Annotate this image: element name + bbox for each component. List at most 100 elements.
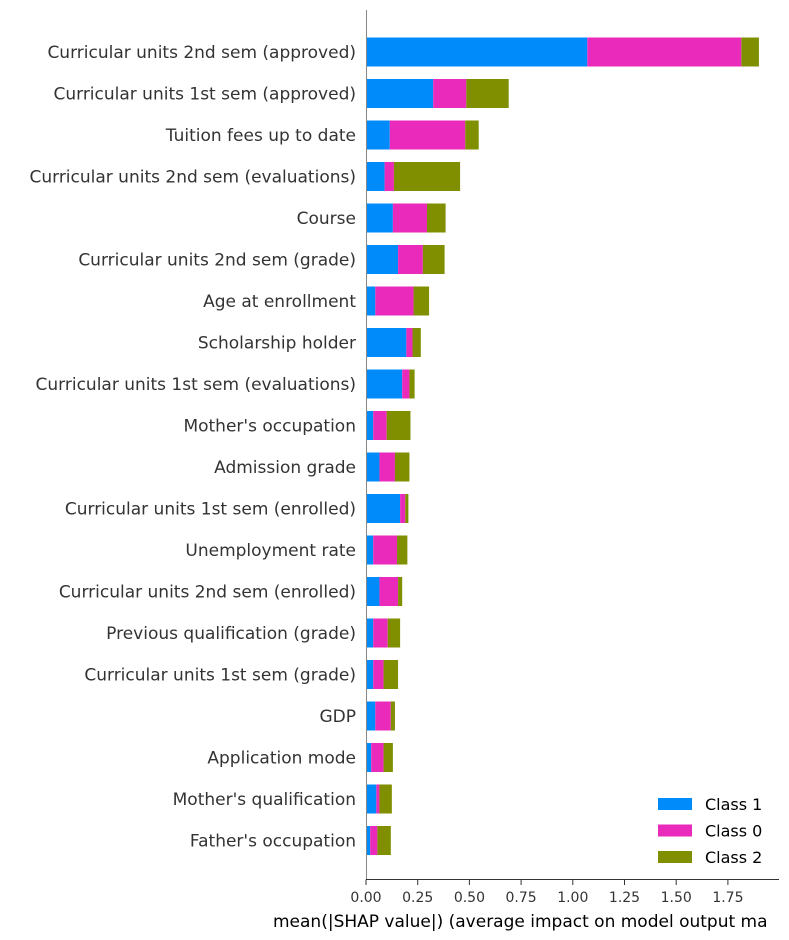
x-ticks-group: 0.00 0.25 0.50 0.75 1.00 1.25 1.50 1.75 <box>350 879 743 906</box>
feature-label: Curricular units 1st sem (approved) <box>53 85 356 105</box>
bar-segment <box>366 494 401 523</box>
bar-segment <box>398 245 423 274</box>
bar-segment <box>402 369 410 399</box>
bar-segment <box>366 411 374 440</box>
x-tick-label: 0.00 <box>350 890 381 906</box>
bar-segment <box>373 618 388 648</box>
bar-segment <box>406 328 413 357</box>
bar-segment <box>379 452 395 482</box>
bar-segment <box>366 784 377 814</box>
bar-segment <box>398 577 403 606</box>
legend-label: Class 1 <box>705 795 762 814</box>
x-tick-label: 1.75 <box>712 890 743 906</box>
bar-segment <box>377 826 391 855</box>
feature-label: Previous qualification (grade) <box>106 624 356 644</box>
bar-segment <box>379 577 399 606</box>
bar-segment <box>366 660 374 689</box>
bar-segment <box>433 79 467 108</box>
x-tick-label: 0.25 <box>402 890 433 906</box>
bar-segment <box>375 286 414 316</box>
legend-swatch <box>658 851 692 863</box>
feature-label: Mother's occupation <box>183 417 356 437</box>
bar-segment <box>383 660 399 689</box>
feature-label: Application mode <box>207 749 356 769</box>
feature-label: Father's occupation <box>190 832 356 852</box>
bar-segment <box>409 369 415 399</box>
bar-segment <box>366 701 376 731</box>
feature-label: Curricular units 2nd sem (enrolled) <box>59 583 356 603</box>
x-tick-label: 1.50 <box>661 890 692 906</box>
bar-segment <box>370 826 378 855</box>
feature-label: Mother's qualification <box>173 790 356 810</box>
bar-segment <box>373 411 387 440</box>
bar-segment <box>366 452 380 482</box>
bar-segment <box>366 743 372 772</box>
feature-labels-group: Curricular units 2nd sem (approved) Curri… <box>29 43 356 852</box>
bar-segment <box>427 203 446 233</box>
bar-segment <box>400 494 406 523</box>
feature-label: Curricular units 2nd sem (evaluations) <box>29 168 356 188</box>
bar-segment <box>366 369 403 399</box>
x-tick-label: 0.50 <box>454 890 485 906</box>
legend-label: Class 0 <box>705 822 762 841</box>
bar-segment <box>366 577 380 606</box>
bar-segment <box>465 120 479 150</box>
feature-label: Curricular units 2nd sem (grade) <box>78 251 356 271</box>
bar-segment <box>375 701 391 731</box>
x-axis-title: mean(|SHAP value|) (average impact on mo… <box>273 912 768 932</box>
bar-segment <box>371 743 384 772</box>
feature-label: Course <box>297 209 356 229</box>
x-tick-label: 1.00 <box>557 890 588 906</box>
bars-group <box>366 37 759 855</box>
bar-segment <box>379 784 392 814</box>
bar-segment <box>366 245 399 274</box>
bar-segment <box>405 494 409 523</box>
bar-segment <box>384 162 394 191</box>
bar-segment <box>390 701 395 731</box>
legend-swatch <box>658 798 692 810</box>
bar-segment <box>389 120 466 150</box>
bar-segment <box>412 328 421 357</box>
bar-segment <box>366 162 385 191</box>
bar-segment <box>587 37 742 67</box>
legend-label: Class 2 <box>705 848 762 867</box>
bar-segment <box>366 203 393 233</box>
bar-segment <box>413 286 430 316</box>
feature-label: Unemployment rate <box>185 541 356 561</box>
bar-segment <box>366 120 390 150</box>
feature-label: Age at enrollment <box>203 292 356 312</box>
legend: Class 1 Class 0 Class 2 <box>658 795 762 867</box>
bar-segment <box>387 618 401 648</box>
bar-segment <box>366 79 434 108</box>
feature-label: Admission grade <box>214 458 356 478</box>
feature-label: GDP <box>319 707 356 727</box>
feature-label: Scholarship holder <box>198 334 356 354</box>
bar-segment <box>397 535 408 565</box>
bar-segment <box>373 660 384 689</box>
bar-segment <box>393 162 461 191</box>
bar-segment <box>422 245 445 274</box>
legend-swatch <box>658 824 692 837</box>
x-tick-label: 0.75 <box>506 890 537 906</box>
bar-segment <box>741 37 759 67</box>
bar-segment <box>392 203 428 233</box>
bar-segment <box>376 784 380 814</box>
x-tick-label: 1.25 <box>609 890 640 906</box>
bar-segment <box>373 535 398 565</box>
bar-segment <box>366 618 374 648</box>
bar-segment <box>383 743 393 772</box>
feature-label: Curricular units 1st sem (evaluations) <box>36 375 356 395</box>
bar-segment <box>366 286 376 316</box>
bar-segment <box>386 411 411 440</box>
feature-label: Curricular units 1st sem (enrolled) <box>65 500 356 520</box>
bar-segment <box>466 79 509 108</box>
bar-segment <box>394 452 410 482</box>
bar-segment <box>366 535 374 565</box>
bar-segment <box>366 328 407 357</box>
feature-label: Tuition fees up to date <box>165 126 356 146</box>
feature-label: Curricular units 2nd sem (approved) <box>47 43 356 63</box>
bar-segment <box>366 826 371 855</box>
feature-label: Curricular units 1st sem (grade) <box>84 666 356 686</box>
bar-segment <box>366 37 588 67</box>
